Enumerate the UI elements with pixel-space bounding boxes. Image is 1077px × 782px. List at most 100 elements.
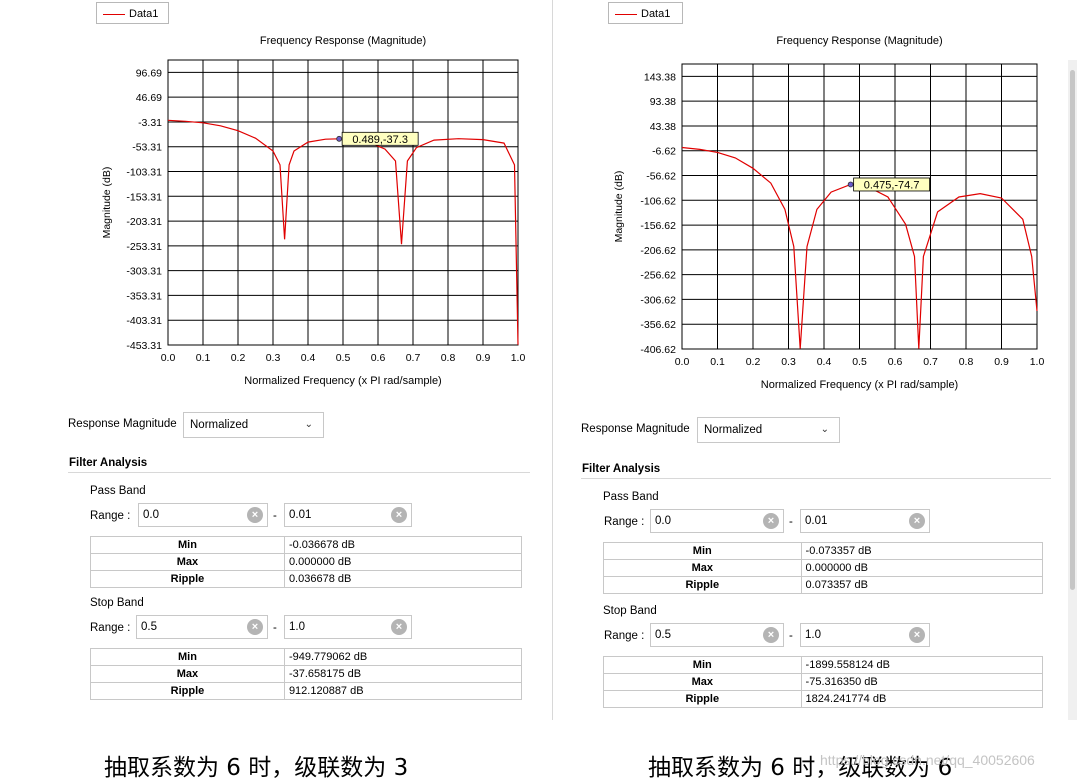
- table-row: Min -0.036678 dB: [90, 536, 523, 554]
- x-tick-label: 0.2: [746, 356, 761, 368]
- chevron-down-icon: ⌄: [820, 424, 829, 435]
- y-tick-label: -206.62: [640, 245, 676, 257]
- x-tick-label: 0.3: [266, 352, 281, 364]
- metric-value: 0.000000 dB: [283, 553, 523, 571]
- x-tick-label: 0.0: [161, 352, 176, 364]
- chevron-down-icon: ⌄: [304, 419, 313, 430]
- legend-label: Data1: [129, 8, 159, 20]
- magnitude-plot[interactable]: Frequency Response (Magnitude) 0.0 0.1 0.2 0…: [570, 0, 1062, 400]
- legend: Data1: [608, 2, 683, 24]
- table-row: Max 0.000000 dB: [90, 553, 523, 571]
- y-tick-label: 96.69: [136, 67, 162, 79]
- y-axis-label: Magnitude (dB): [613, 171, 625, 243]
- y-tick-label: -406.62: [640, 344, 676, 356]
- table-row: Max -37.658175 dB: [90, 665, 523, 683]
- stop-band-from-value: 0.5: [141, 621, 157, 633]
- x-tick-label: 0.1: [196, 352, 211, 364]
- pass-band-from-input[interactable]: 0.0 ×: [138, 503, 268, 527]
- clear-icon[interactable]: ×: [247, 507, 263, 523]
- y-tick-label: -156.62: [640, 220, 676, 232]
- legend-swatch: [103, 13, 125, 15]
- metric-name: Min: [603, 542, 802, 560]
- pass-band-from-value: 0.0: [143, 509, 159, 521]
- clear-icon[interactable]: ×: [391, 507, 407, 523]
- y-tick-label: 43.38: [650, 121, 676, 133]
- clear-icon[interactable]: ×: [909, 627, 925, 643]
- metric-value: -0.073357 dB: [800, 542, 1044, 560]
- y-axis-label: Magnitude (dB): [101, 167, 113, 239]
- table-row: Ripple 0.073357 dB: [603, 576, 1044, 594]
- response-magnitude-label: Response Magnitude: [68, 418, 177, 430]
- stop-band-title: Stop Band: [603, 605, 657, 617]
- y-tick-label: -56.62: [646, 171, 676, 183]
- metric-value: -0.036678 dB: [283, 536, 523, 554]
- table-row: Ripple 912.120887 dB: [90, 682, 523, 700]
- y-tick-label: -53.31: [132, 142, 162, 154]
- y-tick-label: -6.62: [652, 146, 676, 158]
- vertical-scrollbar[interactable]: [1068, 60, 1077, 720]
- x-tick-label: 0.8: [959, 356, 974, 368]
- table-row: Min -949.779062 dB: [90, 648, 523, 666]
- pass-band-title: Pass Band: [90, 485, 146, 497]
- legend-swatch: [615, 13, 637, 15]
- metric-name: Ripple: [603, 576, 802, 594]
- stop-band-from-input[interactable]: 0.5 ×: [136, 615, 268, 639]
- metric-value: -949.779062 dB: [283, 648, 523, 666]
- metric-name: Min: [90, 648, 285, 666]
- y-tick-label: 143.38: [644, 71, 676, 83]
- metric-name: Max: [603, 559, 802, 577]
- legend: Data1: [96, 2, 169, 24]
- metric-name: Ripple: [603, 690, 802, 708]
- metric-value: 1824.241774 dB: [800, 690, 1044, 708]
- stop-band-results-table: Min -949.779062 dB Max -37.658175 dB Ripple 9…: [90, 648, 523, 700]
- clear-icon[interactable]: ×: [909, 513, 925, 529]
- y-tick-label: -3.31: [138, 117, 162, 129]
- pass-band-to-input[interactable]: 0.01 ×: [284, 503, 412, 527]
- clear-icon[interactable]: ×: [763, 513, 779, 529]
- x-tick-label: 0.5: [852, 356, 867, 368]
- y-tick-label: -353.31: [126, 290, 162, 302]
- stop-band-from-input[interactable]: 0.5 ×: [650, 623, 784, 647]
- y-tick-label: -403.31: [126, 315, 162, 327]
- filter-analysis-heading: Filter Analysis: [69, 457, 148, 469]
- response-magnitude-select[interactable]: Normalized ⌄: [697, 417, 840, 443]
- stop-band-to-input[interactable]: 1.0 ×: [800, 623, 930, 647]
- metric-name: Max: [90, 553, 285, 571]
- datatip-marker[interactable]: [847, 181, 854, 188]
- legend-label: Data1: [641, 8, 671, 20]
- response-magnitude-select[interactable]: Normalized ⌄: [183, 412, 324, 438]
- magnitude-plot[interactable]: Frequency Response (Magnitude) 0.0 0.1 0.2 0…: [58, 0, 552, 400]
- stop-band-to-value: 1.0: [805, 629, 821, 641]
- metric-value: 912.120887 dB: [283, 682, 523, 700]
- x-tick-label: 0.6: [371, 352, 386, 364]
- pass-band-range-label: Range :: [90, 510, 131, 522]
- caption-left: 抽取系数为 6 时，级联数为 3: [104, 755, 409, 781]
- pass-band-to-input[interactable]: 0.01 ×: [800, 509, 930, 533]
- clear-icon[interactable]: ×: [763, 627, 779, 643]
- x-tick-label: 0.7: [923, 356, 938, 368]
- clear-icon[interactable]: ×: [247, 619, 263, 635]
- metric-value: 0.036678 dB: [283, 570, 523, 588]
- pass-band-from-input[interactable]: 0.0 ×: [650, 509, 784, 533]
- y-tick-label: -256.62: [640, 270, 676, 282]
- range-dash: -: [273, 510, 277, 522]
- y-tick-label: -453.31: [126, 340, 162, 352]
- stop-band-title: Stop Band: [90, 597, 144, 609]
- datatip-box[interactable]: [853, 177, 931, 192]
- y-tick-label: -306.62: [640, 294, 676, 306]
- x-tick-label: 1.0: [1030, 356, 1045, 368]
- stop-band-to-input[interactable]: 1.0 ×: [284, 615, 412, 639]
- stop-band-results-table: Min -1899.558124 dB Max -75.316350 dB Ripple…: [603, 656, 1044, 708]
- metric-name: Max: [90, 665, 285, 683]
- range-dash: -: [789, 516, 793, 528]
- y-tick-label: -356.62: [640, 319, 676, 331]
- y-tick-label: -253.31: [126, 241, 162, 253]
- datatip-box[interactable]: [341, 131, 419, 146]
- x-tick-label: 0.7: [406, 352, 421, 364]
- x-axis-label: Normalized Frequency (x PI rad/sample): [761, 379, 958, 391]
- clear-icon[interactable]: ×: [391, 619, 407, 635]
- scrollbar-thumb[interactable]: [1070, 70, 1075, 590]
- x-tick-label: 0.9: [476, 352, 491, 364]
- metric-value: -37.658175 dB: [283, 665, 523, 683]
- datatip-marker[interactable]: [336, 135, 343, 142]
